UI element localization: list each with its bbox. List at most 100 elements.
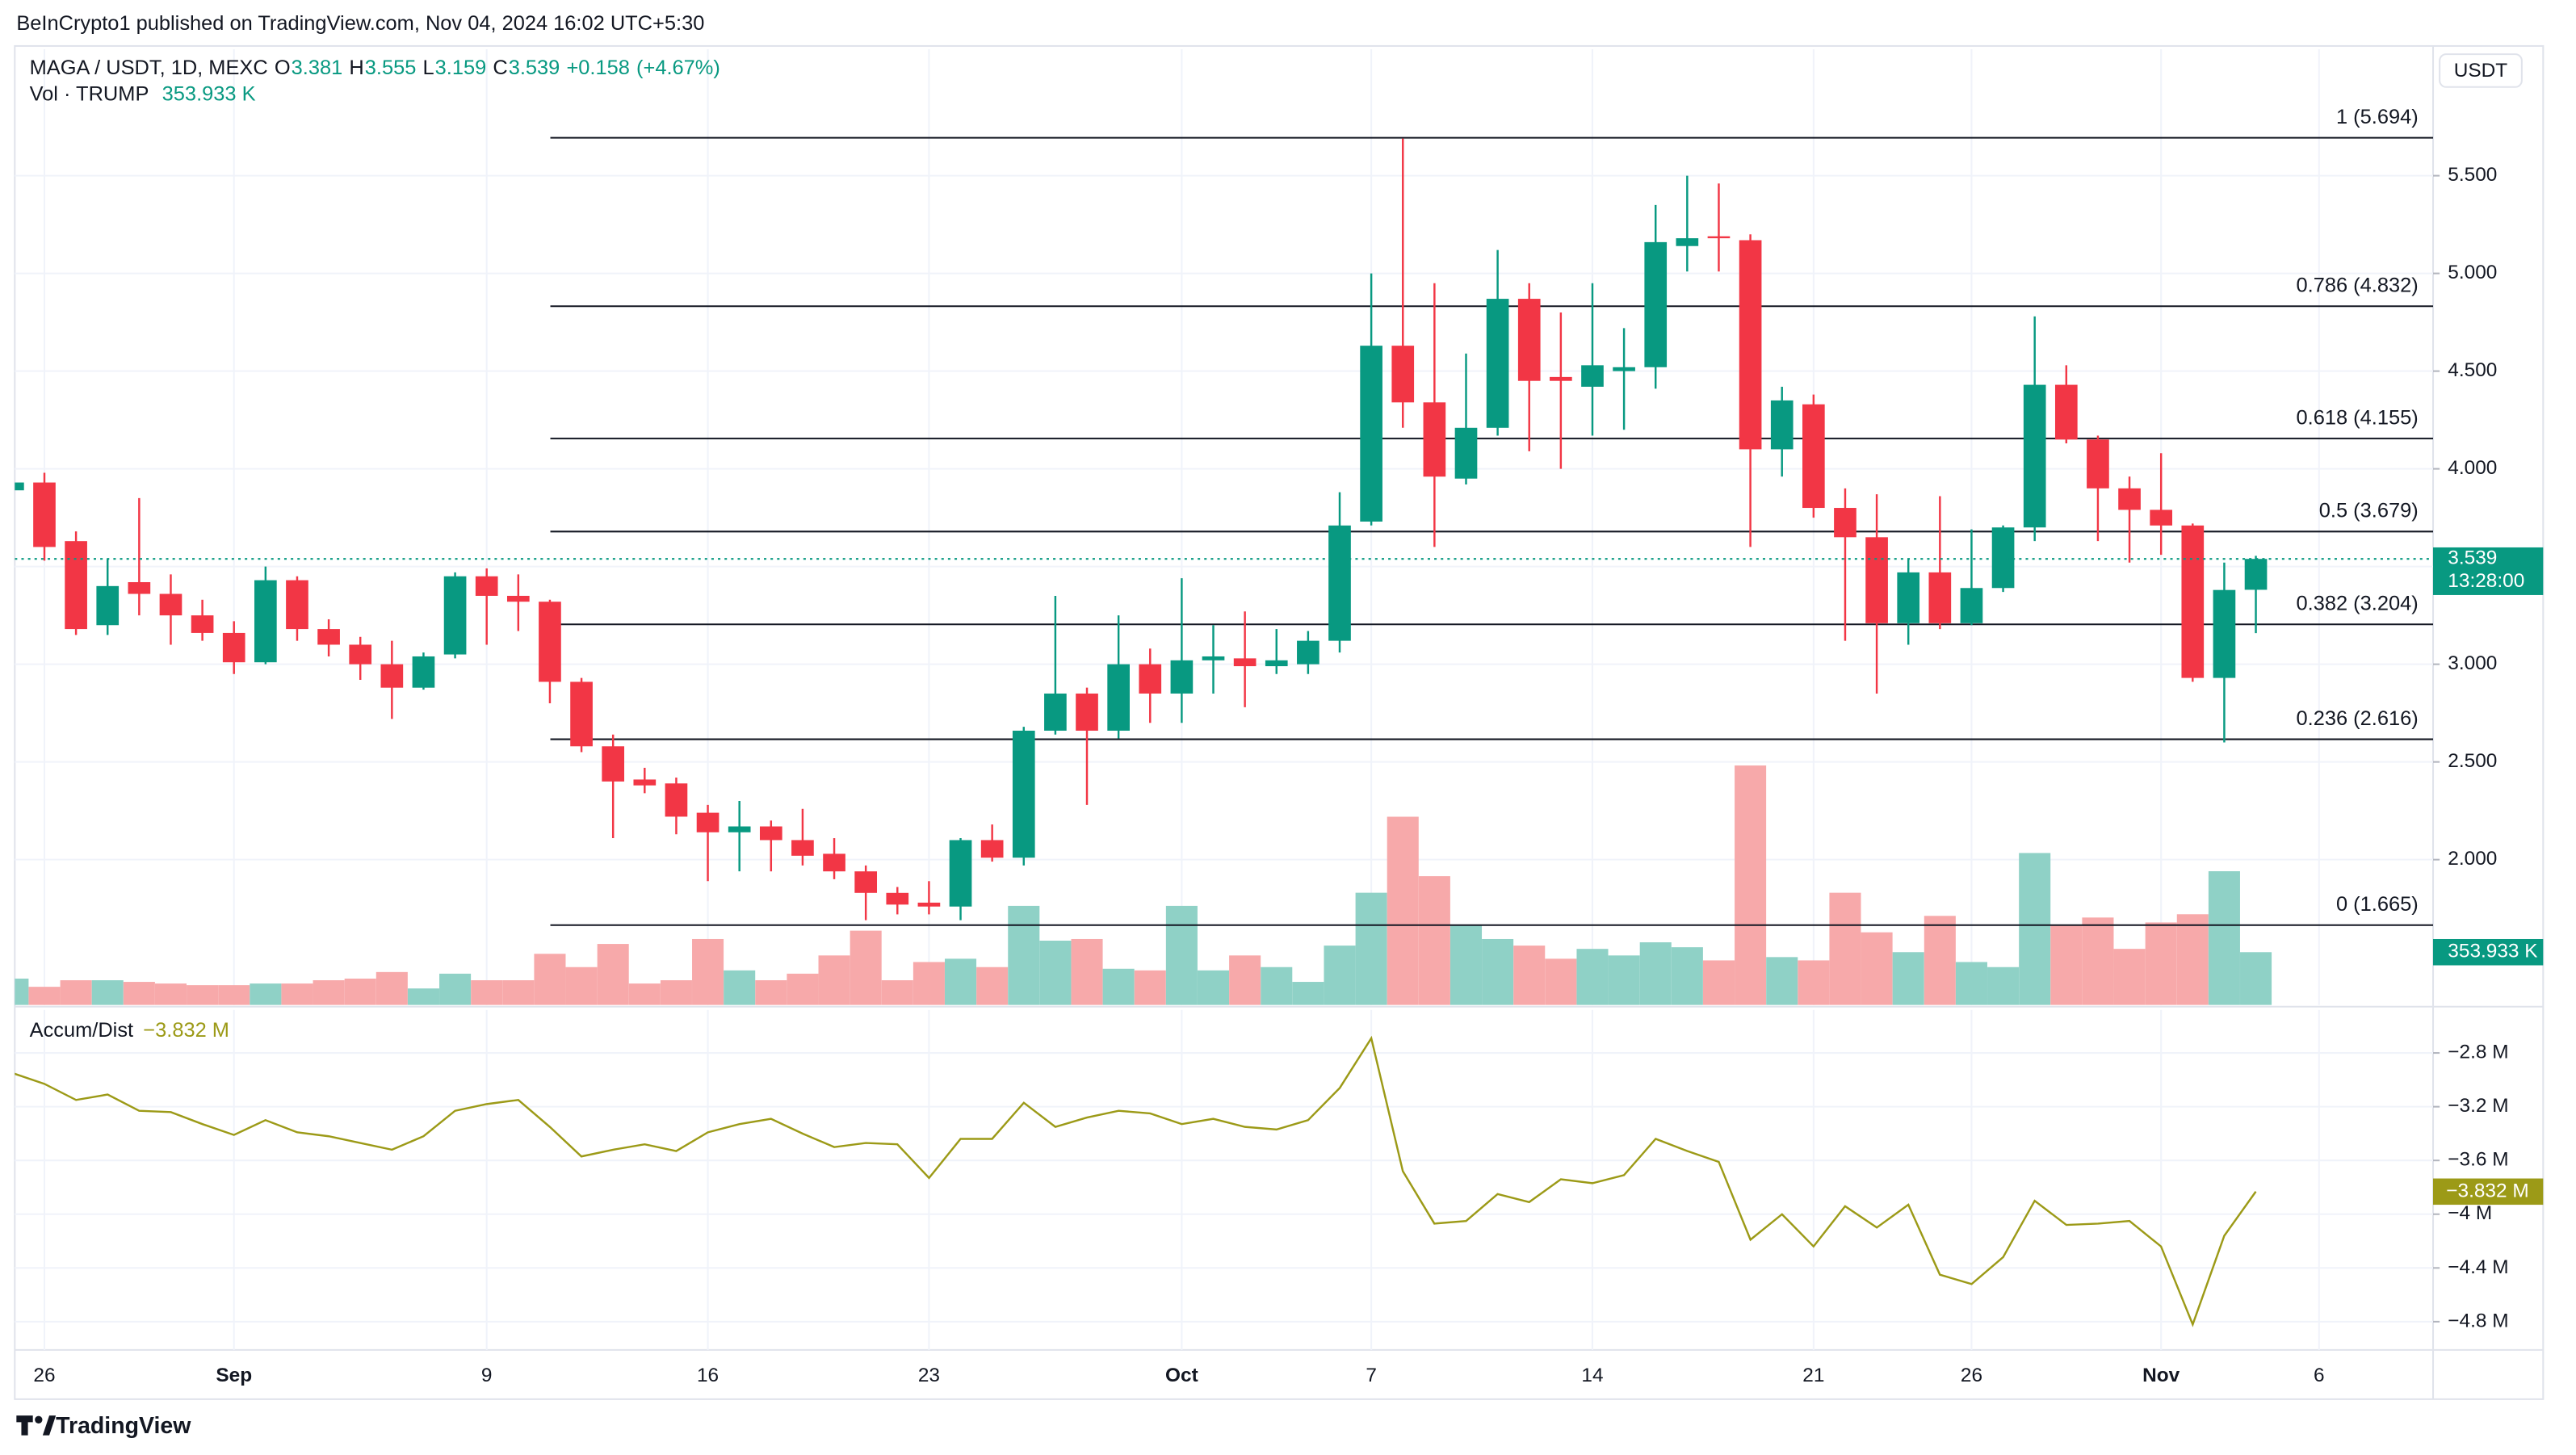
volume-bar: [1702, 960, 1735, 1005]
x-tick-label: 14: [1581, 1365, 1603, 1386]
candle-body: [1233, 658, 1257, 667]
volume-bar: [1735, 765, 1767, 1005]
volume-bar: [1955, 962, 1987, 1005]
candle-body: [917, 902, 941, 907]
accum-dist-tag: [2433, 1178, 2544, 1206]
volume-name: Vol · TRUMP: [30, 83, 149, 106]
volume-bar: [154, 983, 187, 1005]
fib-retracement: 1 (5.694) 0.786 (4.832) 0.618 (4.155) 0.5 (…: [550, 106, 2434, 926]
candle-body: [380, 664, 404, 688]
x-tick-label: 16: [697, 1365, 719, 1386]
volume-bar: [1261, 967, 1293, 1005]
volume-bar: [1482, 938, 1514, 1005]
volume-bar: [976, 967, 1009, 1005]
volume-bar: [1418, 876, 1450, 1005]
candle-body: [2023, 384, 2046, 528]
volume-bar: [250, 983, 282, 1005]
candle-body: [2213, 589, 2236, 678]
x-tick-label: Nov: [2142, 1365, 2180, 1386]
candle-body: [2150, 509, 2173, 526]
candle-body: [886, 892, 909, 905]
volume-bar: [565, 967, 598, 1005]
volume-bar: [1165, 905, 1198, 1005]
volume-bar: [28, 987, 61, 1005]
volume-bar: [1513, 946, 1546, 1005]
y-tick-label: 5.000: [2448, 262, 2497, 283]
candle-body: [665, 783, 688, 817]
candle-body: [475, 576, 498, 596]
legend: MAGA / USDT, 1D, MEXC O 3.381 H 3.555 L 3.159 C…: [30, 57, 720, 1042]
candle-body: [96, 585, 120, 626]
candle-body: [2087, 439, 2109, 488]
accum-dist-tag-label: −3.832 M: [2446, 1180, 2528, 1201]
y-tick-label: 5.500: [2448, 164, 2497, 186]
candle-body: [1770, 400, 1794, 450]
symbol: MAGA / USDT, 1D, MEXC: [30, 57, 268, 79]
candle-body: [349, 644, 372, 665]
volume-bar: [313, 980, 345, 1005]
candle-body: [696, 812, 720, 832]
candle-body: [1676, 238, 1699, 246]
currency-label[interactable]: USDT: [2454, 60, 2508, 82]
candle-body: [823, 853, 845, 872]
volume-bar: [1292, 982, 1324, 1005]
candle-body: [254, 580, 277, 663]
volume-bar: [2208, 871, 2240, 1005]
volume-bar: [1608, 955, 1640, 1005]
volume-bar: [1987, 967, 2020, 1005]
candle-body: [1170, 660, 1194, 694]
volume-bar: [1197, 970, 1230, 1005]
volume-bar: [375, 971, 408, 1005]
accum-dist-line: [15, 1035, 2257, 1327]
candle-body: [1707, 236, 1731, 239]
volume-bar: [597, 944, 629, 1005]
x-tick-label: 21: [1802, 1365, 1824, 1386]
candle-body: [159, 593, 183, 616]
volume-bar: [881, 980, 913, 1005]
candle-body: [1076, 693, 1098, 731]
currency-button[interactable]: [2439, 53, 2523, 88]
candle-body: [539, 602, 561, 682]
candle-body: [1265, 660, 1288, 667]
candle-body: [1550, 376, 1572, 381]
candle-body: [1644, 241, 1668, 367]
volume-bar: [818, 955, 850, 1005]
volume-bar: [628, 983, 661, 1005]
volume-bar: [1892, 952, 1924, 1005]
candle-body: [2181, 525, 2205, 678]
y-tick-label: 3.000: [2448, 652, 2497, 674]
fib-label: 0.236 (2.616): [2297, 707, 2419, 730]
volume-bar: [218, 985, 250, 1005]
y-tick-label: −2.8 M: [2448, 1042, 2508, 1063]
logo-icon: [16, 1415, 33, 1436]
volume-bar: [2113, 949, 2146, 1005]
indicator-value: −3.832 M: [143, 1019, 229, 1042]
x-tick-label: Oct: [1165, 1365, 1198, 1386]
x-tick-label: Sep: [216, 1365, 252, 1386]
volume-bar: [2145, 922, 2177, 1005]
volume-bar: [1829, 892, 1861, 1005]
y-tick-label: −4 M: [2448, 1202, 2492, 1224]
candle-body: [570, 681, 593, 747]
candle-body: [1865, 537, 1888, 623]
volume-bar: [1387, 816, 1419, 1005]
tradingview-logo: TradingView: [16, 1413, 191, 1439]
y-tick-label: −4.8 M: [2448, 1310, 2508, 1331]
ohlc-key: O: [275, 57, 291, 79]
y-tick-label: 4.000: [2448, 457, 2497, 479]
candle-body: [65, 541, 87, 630]
y-tick-label: 2.500: [2448, 750, 2497, 772]
chart-frame: [14, 44, 2545, 1400]
candle-body: [1581, 365, 1604, 387]
candle-body: [1139, 664, 1162, 694]
candle-body: [1202, 656, 1225, 660]
candle-body: [15, 482, 24, 491]
volume-bar: [1798, 960, 1830, 1005]
volume-bar: [1450, 925, 1483, 1005]
volume-bar: [439, 973, 472, 1005]
volume-tag: [2433, 938, 2544, 966]
y-tick-label: −3.2 M: [2448, 1095, 2508, 1117]
